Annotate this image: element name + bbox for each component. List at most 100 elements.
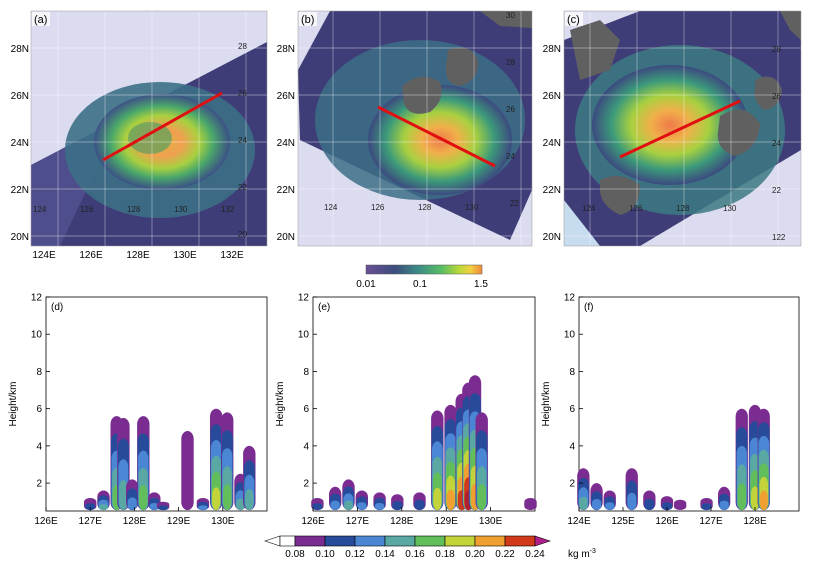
cross-section-panel-1: 2 4 6 8 10 12 126E 127E 128E 129E 130E Height/km (d) [8,293,268,527]
x-tick-label: 129E [167,516,191,527]
echo-column [590,483,603,511]
echo-contour [212,487,221,511]
bottom-colorbar-tick: 0.22 [495,549,515,560]
bottom-colorbar-tick: 0.12 [345,549,365,560]
map-c-inner-label: 28 [772,45,781,54]
echo-column [311,498,324,511]
x-tick-label: 128E [123,516,147,527]
echo-contour [149,503,159,510]
top-colorbar-tick: 1.5 [474,279,488,290]
y-tick-label: 8 [569,367,575,378]
bottom-colorbar-unit: kg m-3 [568,548,596,560]
bottom-colorbar-tick: 0.20 [465,549,485,560]
map-c-cross-section-line [619,99,741,159]
cross-section-panel-2: 2 4 6 8 10 12 126E 127E 128E 129E 130E Height/km (e) [275,293,537,527]
map-a-cross-section-line [102,91,223,162]
colorbar-box [324,535,356,547]
y-tick-label: 4 [303,441,309,452]
map-c-inner-label: 26 [772,92,781,101]
map-b-frame [297,10,533,247]
colorbar-box [279,535,296,547]
map-a-inner-label: 20 [238,230,247,239]
map-c-land [717,109,760,156]
echo-column [137,416,150,511]
map-a-lat-ticks: 28N 26N 24N 22N 20N [11,44,29,243]
top-colorbar-gradient [365,264,483,275]
lon-tick: 132E [220,250,244,261]
map-b-label-bg [299,12,317,26]
x-ticks: 126E 127E 128E 129E 130E [34,507,235,527]
map-c-inner-label: 22 [772,186,781,195]
map-b-inner-label: 126 [371,203,385,212]
echo-column [126,479,139,511]
echo-contour [414,499,425,510]
echo-contour [139,485,148,511]
x-tick-label: 130E [479,516,503,527]
lat-tick: 22N [543,185,561,196]
bottom-colorbar-tick: 0.24 [525,549,545,560]
lon-tick: 124E [32,250,56,261]
map-a-inner-label: 22 [238,183,247,192]
y-ticks: 2 4 6 8 10 12 [31,293,50,490]
panel-label: (e) [318,302,330,313]
echo-contour [312,503,323,511]
echo-contour [236,498,245,511]
echo-column [355,490,368,511]
echo-contour [751,486,760,510]
echo-contour [375,503,385,510]
colorbar-box [444,535,476,547]
echo-contour [181,431,194,511]
map-c-swath-edge [564,200,600,246]
x-ticks: 124E 125E 126E 127E 128E [567,507,767,527]
map-a-inner-label: 128 [127,205,141,214]
bottom-colorbar-tick: 0.10 [315,549,335,560]
map-b-storm [368,85,512,195]
map-c-label: (c) [567,14,580,26]
map-a-inner-label: 24 [238,136,247,145]
map-b-cross-section-line [377,105,496,168]
echo-contour [119,480,128,511]
map-a-inner-label: 124 [33,205,47,214]
x-tick-label: 126E [34,516,58,527]
y-tick-label: 10 [298,330,310,341]
lat-tick: 22N [11,185,29,196]
echo-column [674,499,687,510]
map-b-label: (b) [301,14,314,26]
colorbar-box [354,535,386,547]
y-tick-label: 2 [569,479,575,490]
plot-frame [312,296,536,512]
map-a-inner-labels: 28 26 24 22 20 124 126 128 130 132 [33,42,247,239]
echo-column [475,412,488,511]
lat-tick: 22N [277,185,295,196]
lat-tick: 24N [11,138,29,149]
lat-tick: 24N [277,138,295,149]
lat-tick: 28N [11,44,29,55]
lon-tick: 130E [173,250,197,261]
lon-tick: 128E [126,250,150,261]
colorbar-box [414,535,446,547]
map-a-inner-label: 126 [80,205,94,214]
echo-contour [661,502,672,511]
echo-column [156,501,170,511]
panel-label: (d) [51,302,63,313]
echo-contour [344,500,353,511]
map-c-inner-label: 128 [676,204,690,213]
echo-contour [446,489,455,511]
echo-column [444,404,457,511]
panel-label: (f) [584,302,593,313]
lon-tick: 126E [79,250,103,261]
echo-contour [719,500,729,510]
echo-contour [579,496,588,510]
y-tick-label: 12 [298,293,310,304]
map-c-inner-label: 24 [772,139,781,148]
y-tick-label: 10 [31,330,43,341]
echo-column [643,490,656,511]
echo-contour [357,502,367,510]
y-tick-label: 6 [569,404,575,415]
echo-contour [99,504,108,511]
top-colorbar-tick: 0.1 [413,279,427,290]
bottom-colorbar-ticks: 0.08 0.10 0.12 0.14 0.16 0.18 0.20 0.22 … [285,549,545,560]
echo-column [221,412,234,511]
colorbar-box [474,535,506,547]
echo-contour [85,503,96,511]
